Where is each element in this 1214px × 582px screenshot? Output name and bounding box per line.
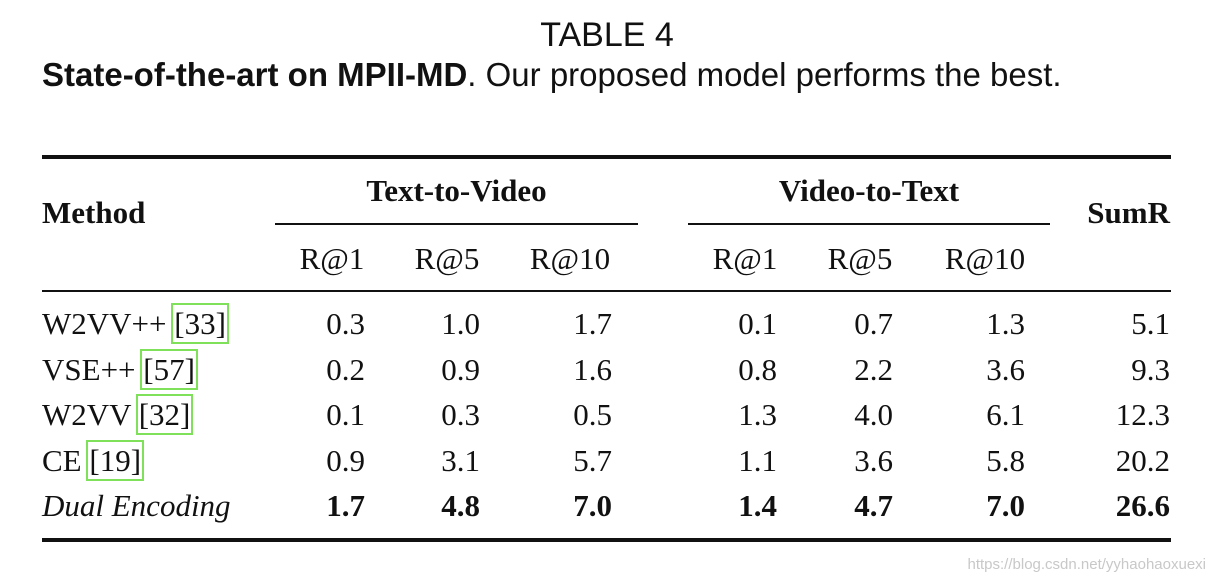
method-name: CE [42,442,82,478]
citation: [33] [171,303,229,344]
caption-rest: . Our proposed model performs the best. [467,56,1062,93]
table-label: TABLE 4 [540,16,674,54]
value-cell: 0.2 [326,351,365,387]
method-cell: CE [19] [42,439,145,481]
value-cell: 0.9 [441,351,480,387]
citation: [19] [86,439,145,481]
method-cell: W2VV++ [33] [42,303,229,344]
value-cell: 1.0 [441,306,480,341]
citation: [57] [140,348,198,390]
value-cell: 1.7 [326,488,365,523]
subheader: R@5 [827,241,893,276]
method-name: W2VV [42,397,131,432]
mid-rule [42,290,1171,292]
value-cell: 0.3 [441,397,480,432]
method-header: Method [42,195,146,230]
value-cell: 4.7 [854,488,893,523]
method-name: Dual Encoding [42,488,231,523]
value-cell: 12.3 [1115,397,1170,432]
value-cell: 9.3 [1131,351,1170,387]
value-cell: 0.1 [738,306,777,341]
method-cell: W2VV [32] [42,394,194,435]
value-cell: 0.5 [573,397,612,432]
method-name: VSE++ [42,351,136,387]
citation: [32] [135,394,194,435]
caption: State-of-the-art on MPII-MD. Our propose… [42,58,1062,91]
value-cell: 1.4 [738,488,777,523]
value-cell: 6.1 [986,397,1025,432]
value-cell: 0.8 [738,351,777,387]
group-header: Video-to-Text [778,173,960,208]
value-cell: 1.7 [573,306,612,341]
method-name: W2VV++ [42,306,167,341]
subheader: R@10 [529,241,611,276]
value-cell: 3.6 [854,442,893,478]
caption-bold: State-of-the-art on MPII-MD [42,56,468,93]
value-cell: 1.3 [738,397,777,432]
value-cell: 1.6 [573,351,612,387]
subheader: R@5 [414,241,480,276]
value-cell: 5.7 [573,442,612,478]
value-cell: 20.2 [1115,442,1170,478]
top-rule [42,155,1171,159]
value-cell: 4.8 [441,488,480,523]
value-cell: 5.1 [1131,306,1170,341]
method-cell: Dual Encoding [42,490,231,521]
subheader: R@10 [944,241,1026,276]
value-cell: 1.1 [738,442,777,478]
value-cell: 0.9 [326,442,365,478]
group-rule [275,223,638,225]
group-rule [688,223,1050,225]
value-cell: 0.3 [326,306,365,341]
subheader: R@1 [299,241,365,276]
subheader: R@1 [712,241,778,276]
value-cell: 3.6 [986,351,1025,387]
value-cell: 0.1 [326,397,365,432]
group-header: Text-to-Video [366,173,547,208]
sum-header: SumR [1087,195,1170,230]
bottom-rule [42,538,1171,542]
value-cell: 0.7 [854,306,893,341]
value-cell: 2.2 [854,351,893,387]
value-cell: 1.3 [986,306,1025,341]
value-cell: 4.0 [854,397,893,432]
method-cell: VSE++ [57] [42,348,198,390]
value-cell: 7.0 [986,488,1025,523]
value-cell: 3.1 [441,442,480,478]
watermark: https://blog.csdn.net/yyhaohaoxuexi [967,556,1207,573]
value-cell: 5.8 [986,442,1025,478]
value-cell: 26.6 [1115,488,1170,523]
value-cell: 7.0 [573,488,612,523]
